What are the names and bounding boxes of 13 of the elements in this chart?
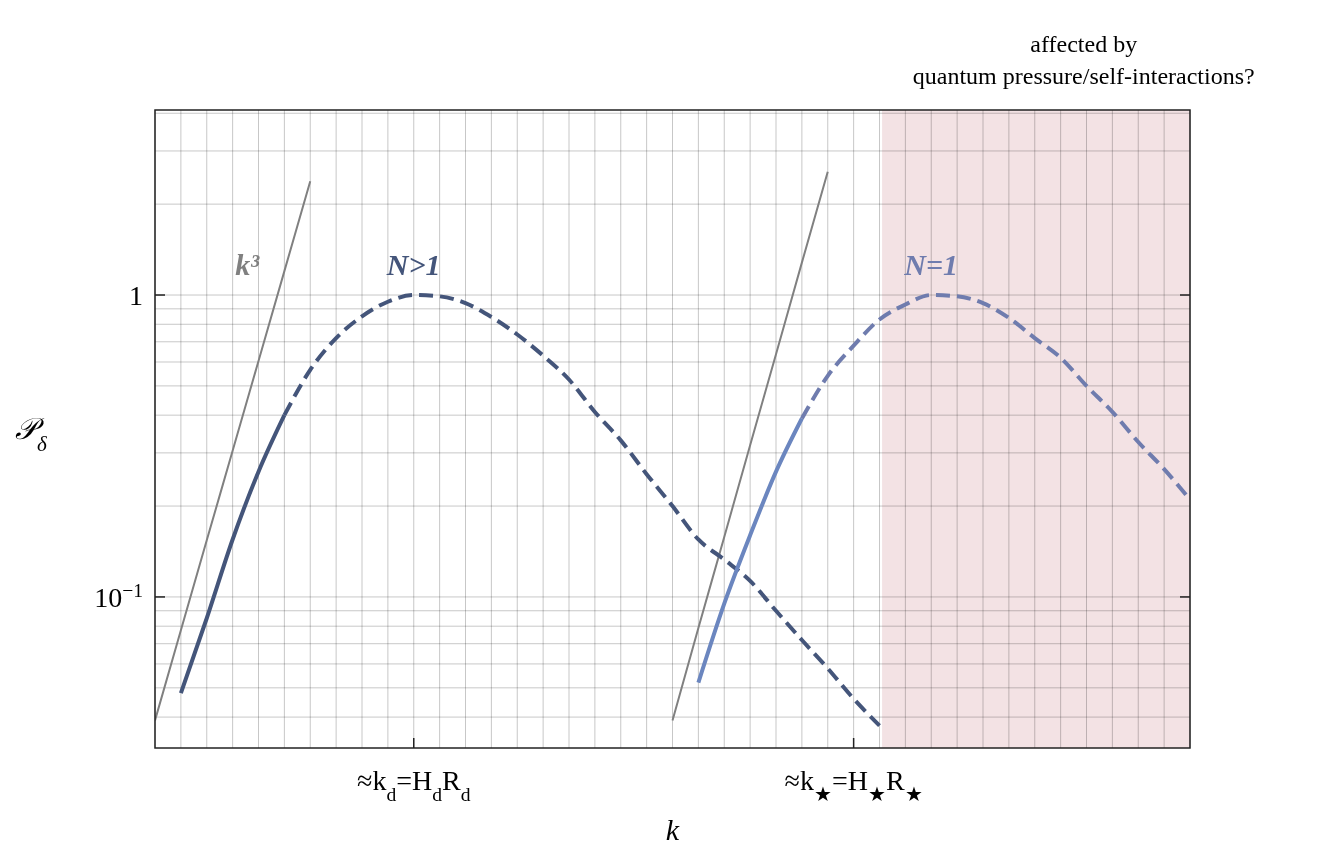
text: affected by quantum pressure/self-interactions? bbox=[912, 31, 1255, 89]
y-axis-title: 𝒫$_{δ}$ bbox=[15, 412, 48, 456]
y-tick-label: 10$^{−1}$ bbox=[94, 579, 143, 613]
x-tick-label: ≈k$_{★}$=H$_{★}$R$_{★}$ bbox=[784, 765, 923, 805]
line-series bbox=[155, 180, 312, 722]
y-tick-label: 1 bbox=[129, 280, 143, 312]
series-label: k³ bbox=[235, 248, 261, 281]
series-label: N>1 bbox=[385, 248, 441, 282]
x-tick-label: ≈k$_{d}$=H$_{d}$R$_{d}$ bbox=[357, 765, 471, 805]
x-axis-title: k bbox=[665, 813, 680, 846]
line-series bbox=[671, 170, 829, 722]
series-label: N=1 bbox=[903, 248, 959, 282]
line-series bbox=[696, 416, 804, 685]
